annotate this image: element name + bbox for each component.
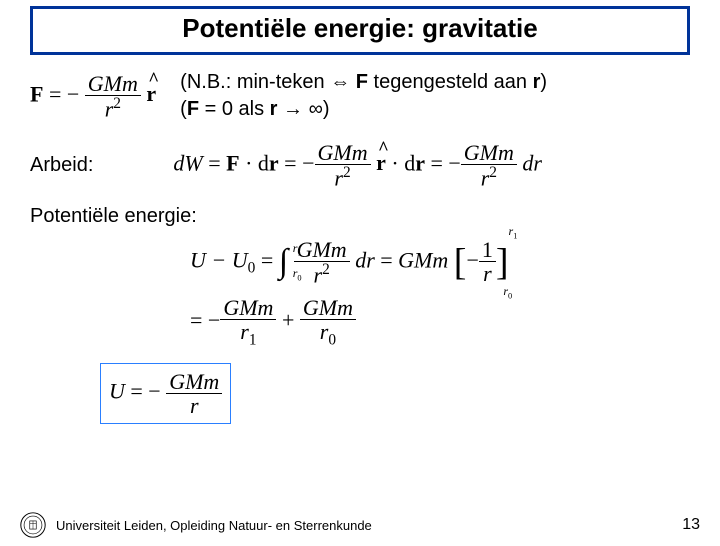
force-notes: (N.B.: min-teken ⇔ F tegengesteld aan r)…	[180, 69, 547, 123]
page-number: 13	[682, 516, 700, 534]
pot-eq-2: = −GMmr1 + GMmr0	[190, 296, 690, 349]
arbeid-row: Arbeid: dW = F · dr = −GMmr2 r · dr = −G…	[30, 141, 690, 190]
force-row: F = − GMm r2 r (N.B.: min-teken ⇔ F tege…	[30, 69, 690, 123]
potential-label: Potentiële energie:	[30, 204, 690, 228]
pot-eq-1: U − U0 = ∫ r1 r0 GMmr2 dr = GMm [−1r]r1r…	[190, 238, 690, 287]
title-box: Potentiële energie: gravitatie	[30, 6, 690, 55]
potential-equations: U − U0 = ∫ r1 r0 GMmr2 dr = GMm [−1r]r1r…	[190, 238, 690, 349]
arbeid-label: Arbeid:	[30, 154, 93, 177]
arbeid-formula: dW = F · dr = −GMmr2 r · dr = −GMmr2 dr	[173, 141, 542, 190]
force-formula: F = − GMm r2 r	[30, 72, 156, 121]
content-area: F = − GMm r2 r (N.B.: min-teken ⇔ F tege…	[0, 55, 720, 424]
footer-text: Universiteit Leiden, Opleiding Natuur- e…	[56, 518, 372, 533]
footer: Universiteit Leiden, Opleiding Natuur- e…	[0, 512, 720, 538]
final-result: U = − GMmr	[100, 363, 690, 424]
final-box: U = − GMmr	[100, 363, 231, 424]
university-seal-icon	[20, 512, 46, 538]
slide-title: Potentiële energie: gravitatie	[182, 13, 537, 43]
